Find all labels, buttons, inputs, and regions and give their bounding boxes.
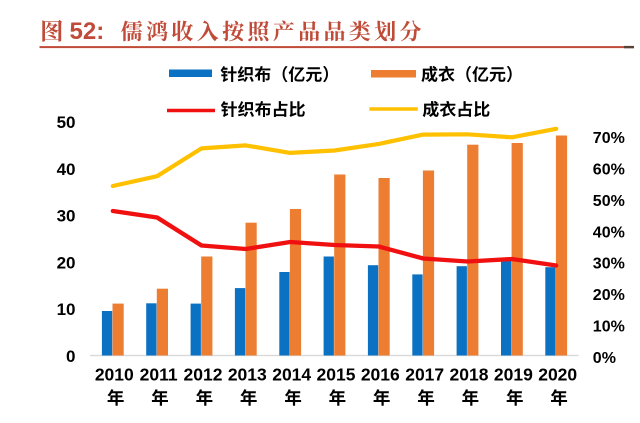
svg-text:0: 0 bbox=[66, 347, 75, 366]
svg-text:2014: 2014 bbox=[272, 365, 311, 385]
svg-text:30%: 30% bbox=[593, 256, 625, 273]
svg-text:2018: 2018 bbox=[450, 365, 489, 385]
svg-text:20: 20 bbox=[57, 253, 76, 272]
svg-text:2017: 2017 bbox=[405, 365, 444, 385]
svg-text:70%: 70% bbox=[593, 130, 625, 147]
svg-text:40%: 40% bbox=[593, 224, 625, 241]
svg-text:60%: 60% bbox=[593, 161, 625, 178]
svg-text:2020: 2020 bbox=[538, 365, 577, 385]
svg-text:2015: 2015 bbox=[317, 365, 356, 385]
svg-text:2016: 2016 bbox=[361, 365, 400, 385]
svg-text:0%: 0% bbox=[593, 350, 616, 367]
svg-text:2010: 2010 bbox=[95, 365, 134, 385]
svg-text:52:: 52: bbox=[70, 18, 105, 45]
svg-text:2011: 2011 bbox=[140, 365, 178, 385]
svg-text:2012: 2012 bbox=[184, 365, 223, 385]
svg-text:2019: 2019 bbox=[494, 365, 533, 385]
svg-text:10%: 10% bbox=[593, 319, 625, 336]
svg-text:10: 10 bbox=[57, 300, 76, 319]
svg-text:50%: 50% bbox=[593, 193, 625, 210]
svg-text:30: 30 bbox=[57, 207, 76, 226]
svg-text:20%: 20% bbox=[593, 287, 625, 304]
svg-text:40: 40 bbox=[57, 160, 76, 179]
svg-text:50: 50 bbox=[57, 113, 76, 132]
svg-text:2013: 2013 bbox=[228, 365, 267, 385]
